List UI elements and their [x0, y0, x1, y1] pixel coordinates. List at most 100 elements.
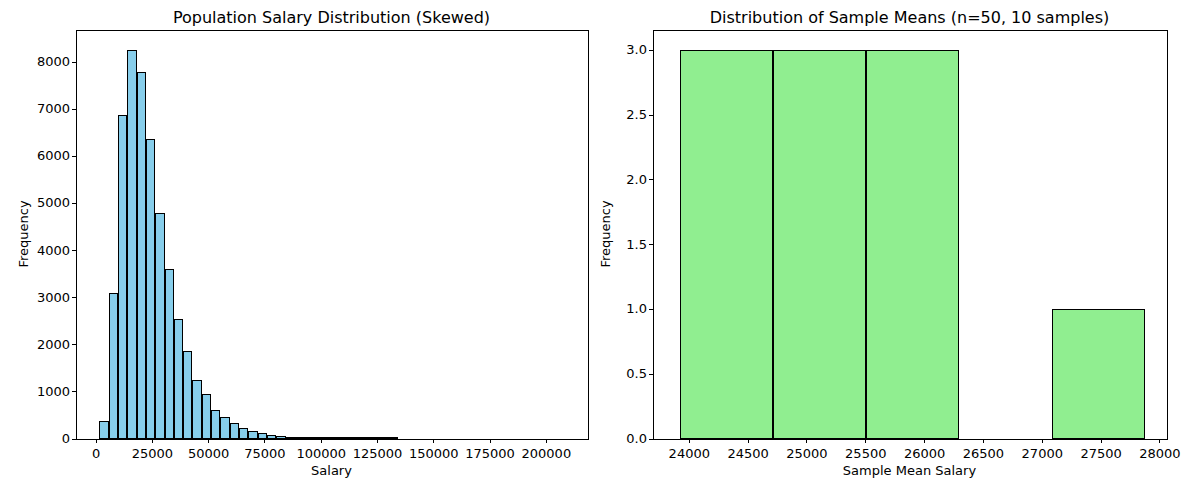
histogram-bar: [118, 115, 127, 439]
x-tick-mark: [96, 439, 97, 443]
x-tick-mark: [806, 439, 807, 443]
histogram-bar: [127, 50, 136, 439]
y-tick-label: 0: [12, 431, 70, 446]
histogram-bar: [146, 139, 155, 439]
chart-title: Distribution of Sample Means (n=50, 10 s…: [653, 8, 1166, 27]
y-tick-mark: [72, 250, 76, 251]
y-tick-label: 1.5: [589, 237, 647, 252]
x-tick-mark: [264, 439, 265, 443]
y-tick-mark: [72, 391, 76, 392]
histogram-bar: [295, 437, 304, 439]
x-tick-label: 150000: [409, 446, 459, 461]
y-tick-mark: [649, 374, 653, 375]
x-tick-label: 200000: [522, 446, 572, 461]
x-tick-label: 24500: [727, 446, 768, 461]
x-axis-label: Salary: [76, 463, 587, 478]
y-tick-mark: [72, 297, 76, 298]
histogram-bar: [276, 436, 285, 439]
plot-area: 2400024500250002550026000265002700027500…: [653, 30, 1168, 440]
x-tick-mark: [490, 439, 491, 443]
x-tick-label: 100000: [296, 446, 346, 461]
x-tick-label: 50000: [188, 446, 229, 461]
histogram-bar: [388, 437, 397, 439]
y-tick-label: 5000: [12, 195, 70, 210]
histogram-bar: [220, 417, 229, 439]
x-tick-mark: [924, 439, 925, 443]
y-tick-mark: [649, 439, 653, 440]
x-tick-label: 25000: [132, 446, 173, 461]
x-tick-mark: [983, 439, 984, 443]
y-tick-label: 3.0: [589, 42, 647, 57]
plot-area: 0250005000075000100000125000150000175000…: [76, 30, 589, 440]
histogram-bar: [267, 435, 276, 439]
histogram-bar: [332, 437, 341, 439]
y-tick-mark: [72, 156, 76, 157]
y-tick-label: 2000: [12, 337, 70, 352]
y-tick-mark: [649, 244, 653, 245]
y-tick-mark: [72, 439, 76, 440]
histogram-bar: [351, 437, 360, 439]
x-tick-mark: [546, 439, 547, 443]
y-tick-label: 6000: [12, 148, 70, 163]
x-tick-mark: [689, 439, 690, 443]
y-tick-label: 8000: [12, 54, 70, 69]
y-tick-mark: [649, 309, 653, 310]
x-tick-label: 25000: [786, 446, 827, 461]
x-tick-label: 26500: [963, 446, 1004, 461]
histogram-bar: [174, 319, 183, 439]
histogram-bar: [866, 50, 959, 439]
y-tick-label: 0.5: [589, 366, 647, 381]
y-tick-label: 0.0: [589, 431, 647, 446]
histogram-bar: [202, 394, 211, 439]
x-tick-label: 24000: [669, 446, 710, 461]
x-tick-label: 27000: [1022, 446, 1063, 461]
y-tick-label: 1000: [12, 384, 70, 399]
y-tick-mark: [649, 115, 653, 116]
histogram-bar: [155, 213, 164, 439]
x-tick-label: 75000: [244, 446, 285, 461]
histogram-bar: [342, 437, 351, 439]
histogram-bar: [379, 437, 388, 439]
histogram-bar: [109, 293, 118, 439]
histogram-bar: [239, 428, 248, 439]
histogram-bar: [773, 50, 866, 439]
histogram-bar: [165, 269, 174, 439]
y-tick-label: 1.0: [589, 301, 647, 316]
x-tick-mark: [1159, 439, 1160, 443]
figure: Population Salary Distribution (Skewed) …: [0, 0, 1188, 490]
y-tick-label: 2.5: [589, 107, 647, 122]
x-tick-mark: [1042, 439, 1043, 443]
x-tick-label: 25500: [845, 446, 886, 461]
y-tick-label: 2.0: [589, 172, 647, 187]
x-tick-label: 125000: [353, 446, 403, 461]
histogram-bar: [248, 431, 257, 439]
x-tick-mark: [377, 439, 378, 443]
y-tick-label: 3000: [12, 290, 70, 305]
histogram-bar: [211, 410, 220, 439]
histogram-bar: [286, 437, 295, 439]
histogram-bar: [230, 423, 239, 439]
x-tick-mark: [1101, 439, 1102, 443]
x-tick-mark: [748, 439, 749, 443]
y-tick-mark: [72, 62, 76, 63]
histogram-bar: [680, 50, 773, 439]
x-tick-label: 175000: [465, 446, 515, 461]
y-tick-label: 7000: [12, 101, 70, 116]
y-tick-mark: [72, 109, 76, 110]
x-tick-mark: [433, 439, 434, 443]
x-tick-mark: [208, 439, 209, 443]
chart-title: Population Salary Distribution (Skewed): [76, 8, 587, 27]
histogram-bar: [192, 380, 201, 439]
x-tick-label: 27500: [1080, 446, 1121, 461]
x-tick-label: 0: [92, 446, 100, 461]
histogram-bar: [1052, 309, 1146, 439]
histogram-bar: [137, 72, 146, 439]
x-tick-mark: [865, 439, 866, 443]
x-tick-label: 26000: [904, 446, 945, 461]
y-tick-mark: [72, 344, 76, 345]
y-tick-mark: [649, 179, 653, 180]
x-axis-label: Sample Mean Salary: [653, 463, 1166, 478]
histogram-bar: [99, 421, 108, 439]
histogram-bar: [304, 437, 313, 439]
histogram-bar: [183, 351, 192, 439]
